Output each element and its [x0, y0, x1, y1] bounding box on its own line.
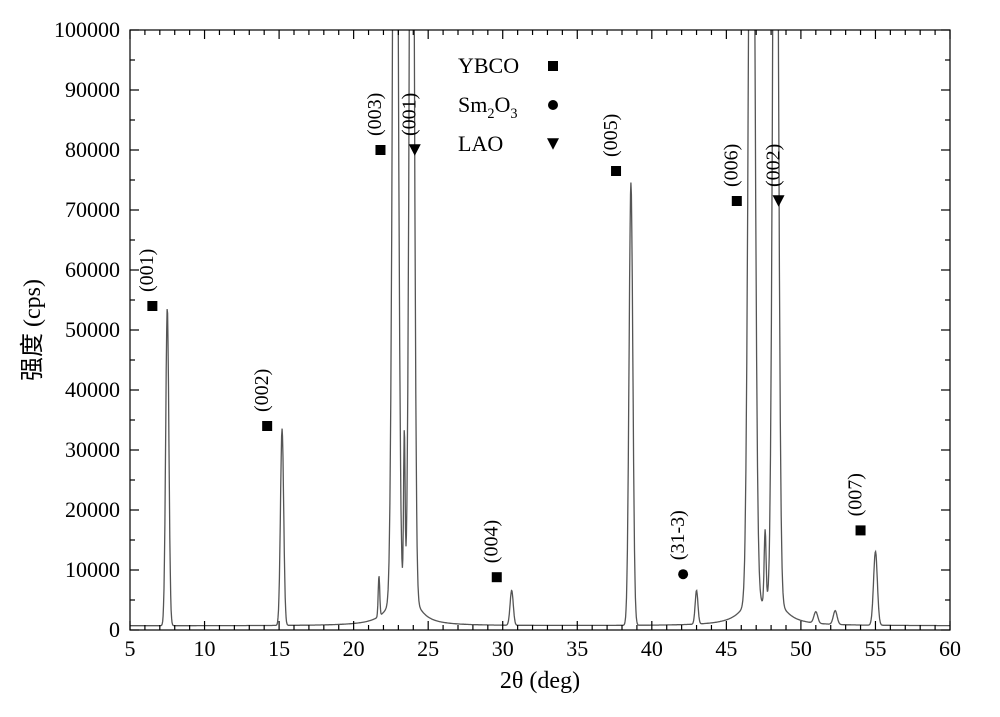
square-icon [492, 572, 502, 582]
xrd-chart: 5 10 15 20 25 30 35 40 45 50 55 60 0 10000 20000 30000 4… [0, 0, 1000, 717]
x-tick-label: 30 [492, 636, 514, 661]
circle-icon [548, 100, 558, 110]
x-tick-label: 10 [194, 636, 216, 661]
x-tick-label: 15 [268, 636, 290, 661]
x-tick-label: 60 [939, 636, 961, 661]
square-icon [732, 196, 742, 206]
x-tick-label: 55 [864, 636, 886, 661]
peak-label: (001) [399, 93, 421, 136]
peak-label: (31-3) [667, 510, 689, 560]
peak-label: (002) [251, 369, 273, 412]
y-axis-label: 强度 (cps) [19, 279, 46, 381]
peak-label: (006) [721, 144, 743, 187]
y-tick-label: 30000 [65, 437, 120, 462]
x-tick-label: 5 [125, 636, 136, 661]
peak-label: (002) [762, 144, 784, 187]
y-tick-label: 80000 [65, 137, 120, 162]
y-tick-label: 70000 [65, 197, 120, 222]
y-tick-label: 20000 [65, 497, 120, 522]
square-icon [375, 145, 385, 155]
y-tick-label: 10000 [65, 557, 120, 582]
y-tick-label: 40000 [65, 377, 120, 402]
x-tick-label: 50 [790, 636, 812, 661]
x-tick-label: 40 [641, 636, 663, 661]
peak-label: (001) [136, 249, 158, 292]
square-icon [611, 166, 621, 176]
peak-label: (003) [364, 93, 386, 136]
square-icon [147, 301, 157, 311]
peak-label: (005) [600, 114, 622, 157]
peak-label: (004) [481, 520, 503, 563]
x-axis-label: 2θ (deg) [500, 668, 580, 694]
x-tick-label: 25 [417, 636, 439, 661]
square-icon [856, 525, 866, 535]
legend-label: LAO [458, 131, 503, 156]
y-tick-label: 0 [109, 617, 120, 642]
x-tick-label: 45 [715, 636, 737, 661]
circle-icon [678, 569, 688, 579]
x-tick-label: 35 [566, 636, 588, 661]
peak-label: (007) [844, 473, 866, 516]
square-icon [262, 421, 272, 431]
legend-label: YBCO [458, 53, 519, 78]
y-tick-label: 50000 [65, 317, 120, 342]
y-tick-label: 100000 [54, 17, 120, 42]
x-tick-label: 20 [343, 636, 365, 661]
square-icon [548, 61, 558, 71]
y-tick-label: 90000 [65, 77, 120, 102]
y-tick-label: 60000 [65, 257, 120, 282]
